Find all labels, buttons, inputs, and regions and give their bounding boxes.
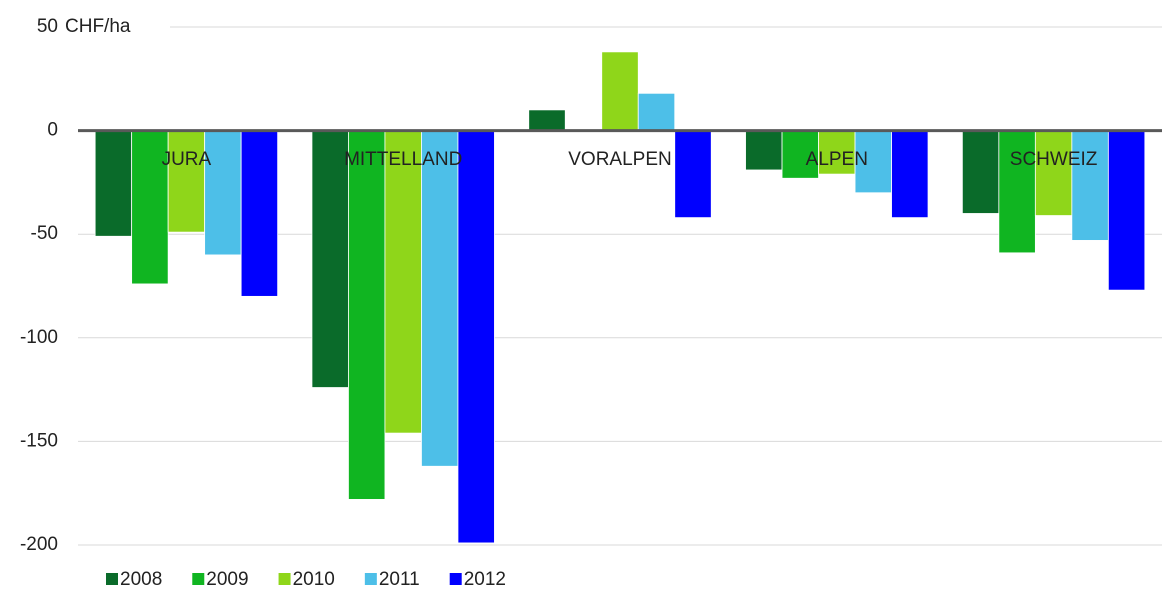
- x-tick-label: VORALPEN: [568, 149, 671, 170]
- x-tick-label: JURA: [162, 149, 212, 170]
- bar: [961, 130, 1000, 214]
- y-tick-label: -150: [20, 430, 58, 451]
- bar: [348, 130, 386, 500]
- legend-label: 2011: [379, 569, 420, 590]
- bar: [1034, 130, 1073, 216]
- legend-swatch: [278, 573, 291, 585]
- legend-label: 2008: [120, 569, 162, 590]
- bar: [674, 130, 712, 219]
- x-tick-label: SCHWEIZ: [1010, 149, 1098, 170]
- legend-swatch: [364, 573, 377, 585]
- bar: [421, 130, 459, 467]
- legend-swatch: [449, 573, 462, 585]
- bar: [94, 130, 133, 237]
- bar: [457, 130, 495, 544]
- y-tick-label: -50: [31, 223, 58, 244]
- legend-label: 2010: [293, 569, 335, 590]
- legend-label: 2012: [464, 569, 506, 590]
- bar: [601, 51, 639, 131]
- bar: [240, 130, 279, 297]
- y-tick-label: -200: [20, 534, 58, 555]
- y-tick-label: 0: [47, 120, 58, 141]
- bar: [167, 130, 206, 233]
- bar: [891, 130, 929, 219]
- bar: [745, 130, 783, 171]
- legend-swatch: [106, 573, 118, 585]
- bar: [528, 109, 566, 131]
- bar: [1071, 130, 1109, 241]
- y-axis-label: CHF/ha: [65, 16, 131, 37]
- y-tick-label: 50: [37, 16, 58, 37]
- bar: [204, 130, 242, 256]
- y-tick-label: -100: [20, 327, 58, 348]
- bar: [311, 130, 349, 388]
- legend-label: 2009: [206, 569, 248, 590]
- x-tick-label: MITTELLAND: [344, 149, 462, 170]
- bar: [637, 92, 676, 132]
- bar: [1107, 130, 1146, 291]
- bar: [131, 130, 169, 285]
- legend-swatch: [192, 573, 205, 585]
- x-tick-label: ALPEN: [806, 149, 868, 170]
- bar: [384, 130, 422, 434]
